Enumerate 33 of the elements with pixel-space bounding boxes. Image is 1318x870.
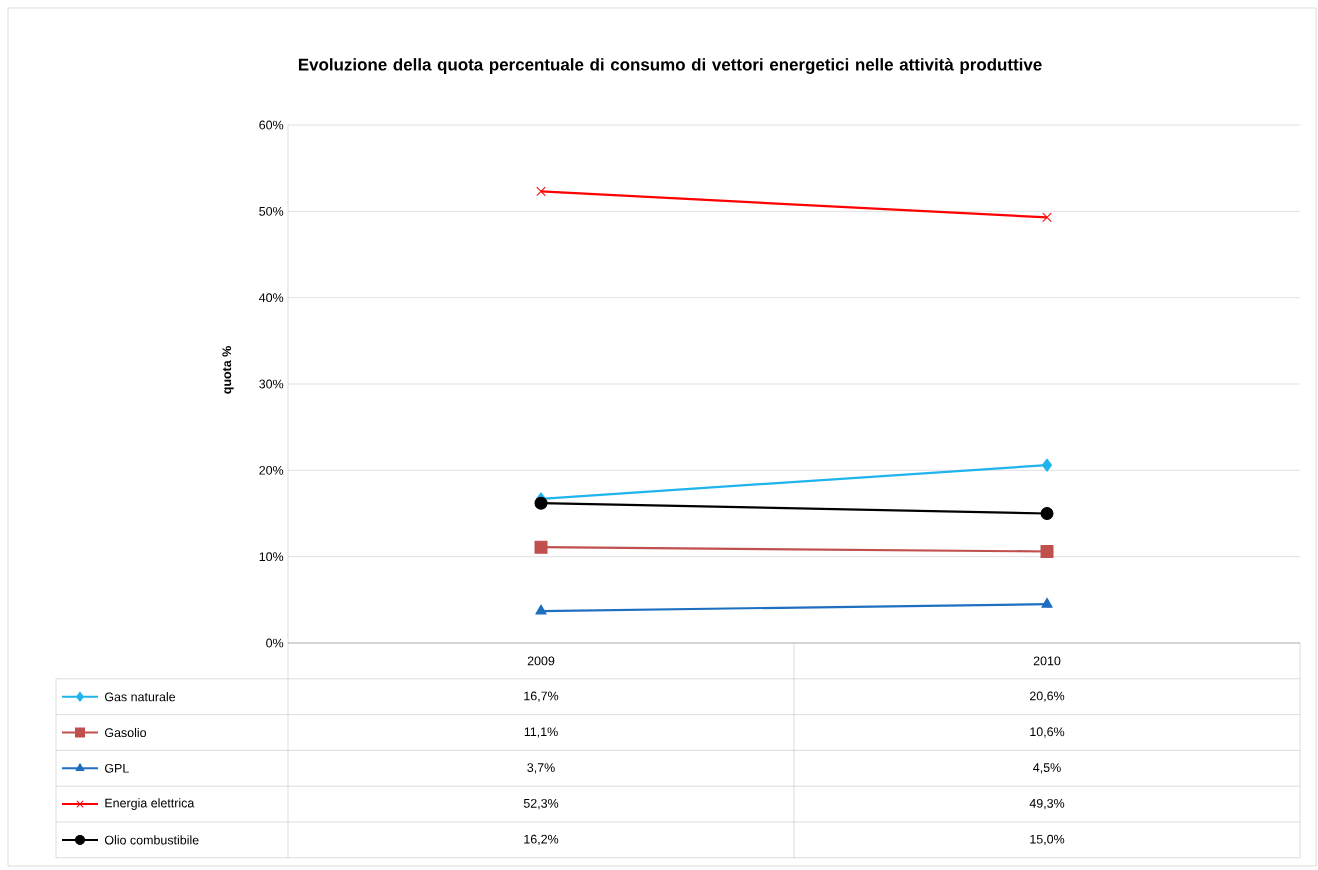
y-tick-label: 60% <box>259 120 284 130</box>
chart-title: Evoluzione della quota percentuale di consumo di vettori energetici nelle attività produttive <box>298 57 1042 74</box>
data-label: 52,3% <box>523 798 559 810</box>
data-label: 3,7% <box>527 763 555 774</box>
data-label: 10,6% <box>1030 727 1065 738</box>
y-tick-label: 30% <box>259 379 284 389</box>
data-label: 11,1% <box>524 727 558 738</box>
point <box>534 496 548 510</box>
legend-label: Gas naturale <box>104 692 176 702</box>
point <box>1040 544 1054 558</box>
y-axis-title: quota % <box>222 346 234 394</box>
y-tick-label: 20% <box>259 465 284 475</box>
data-label: 4,5% <box>1033 763 1061 774</box>
x-tick-label: 2009 <box>527 656 555 666</box>
point <box>1040 506 1054 520</box>
data-label: 16,2% <box>524 834 559 846</box>
point <box>1042 212 1052 223</box>
data-label: 20,6% <box>1029 691 1065 702</box>
legend-label: GPL <box>104 763 129 773</box>
data-label: 15,0% <box>1030 834 1065 846</box>
y-tick-label: 40% <box>259 293 284 303</box>
data-label: 49,3% <box>1029 798 1065 810</box>
point <box>1042 458 1053 472</box>
point <box>534 540 548 554</box>
legend-label: Gasolio <box>104 727 147 738</box>
legend-label: Olio combustibile <box>104 835 199 845</box>
y-tick-label: 0% <box>266 638 284 648</box>
y-tick-label: 50% <box>259 206 284 216</box>
point <box>536 186 546 197</box>
x-tick-label: 2010 <box>1033 656 1061 666</box>
y-tick-label: 10% <box>259 552 284 562</box>
data-label: 16,7% <box>524 691 559 702</box>
legend-label: Energia elettrica <box>105 798 195 810</box>
